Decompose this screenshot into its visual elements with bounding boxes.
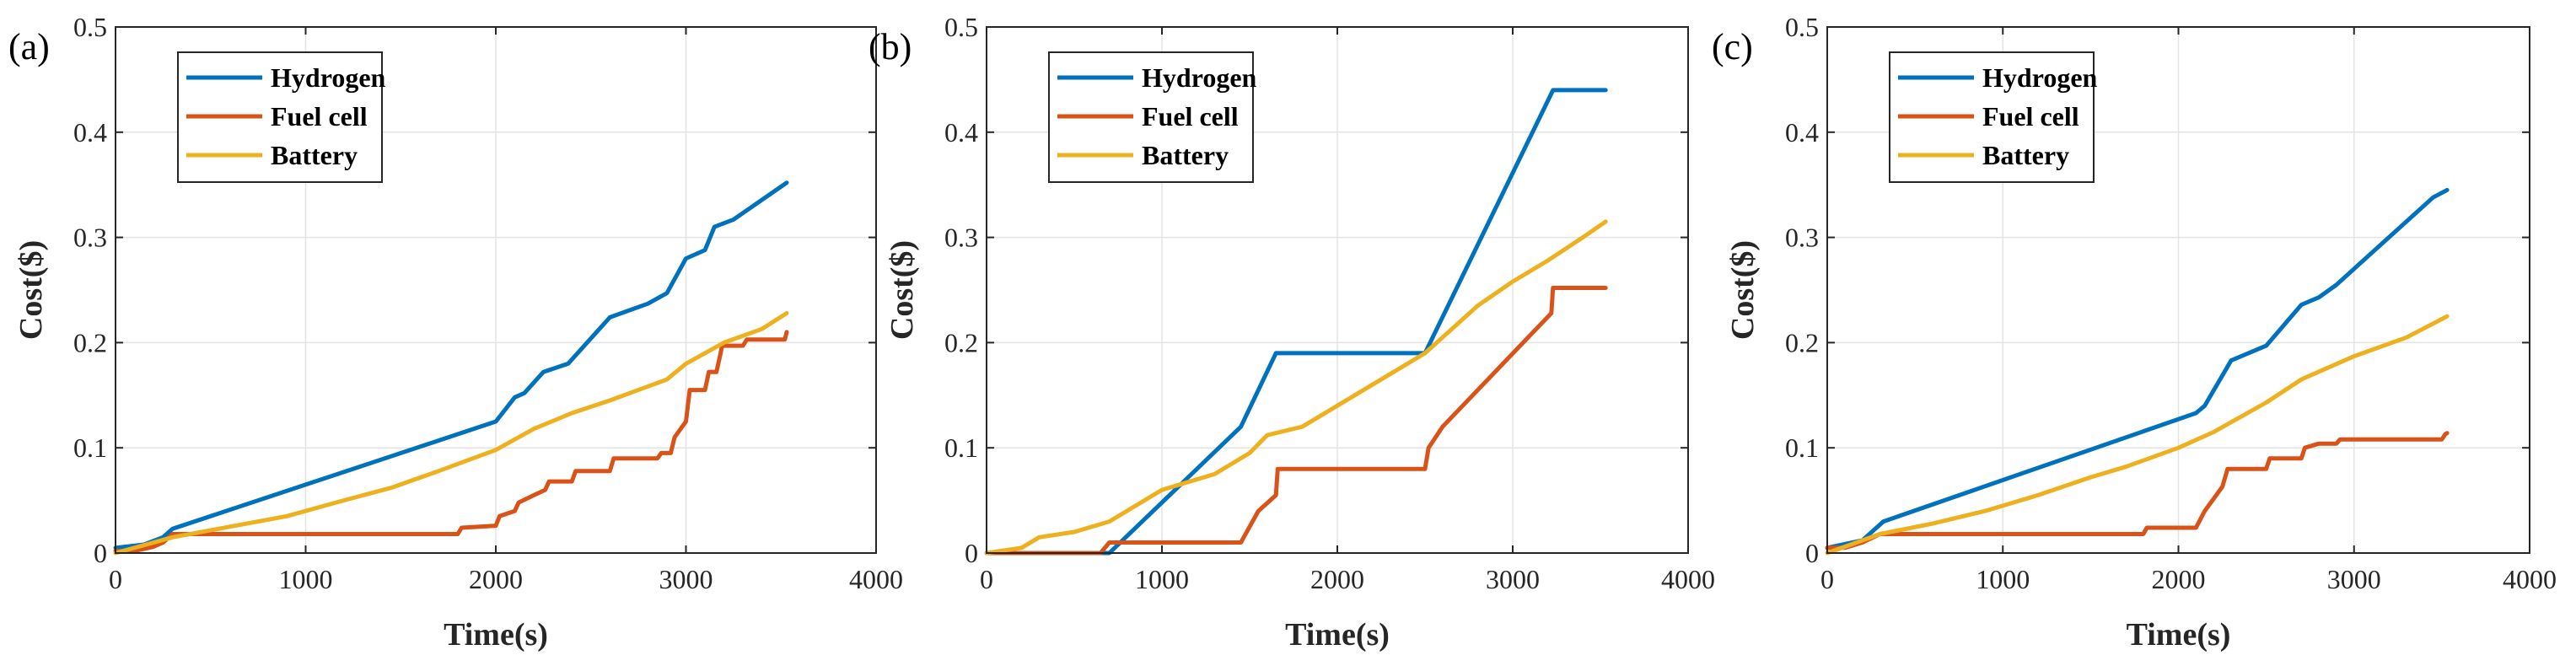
x-tick-label: 0 (1820, 564, 1834, 594)
series-line-fuel-cell (113, 330, 789, 553)
legend-label: Battery (1982, 140, 2069, 170)
legend-label: Hydrogen (1982, 62, 2098, 93)
x-tick-label: 3000 (2327, 564, 2381, 594)
series-line-battery (113, 311, 789, 556)
legend-label: Fuel cell (1982, 101, 2079, 132)
legend-label: Fuel cell (1142, 101, 1239, 132)
x-tick-label: 2000 (469, 564, 523, 594)
y-tick-label: 0.4 (73, 117, 107, 148)
legend-label: Fuel cell (271, 101, 368, 132)
series-line-fuel-cell (1825, 431, 2450, 551)
legend: Hydrogen Fuel cell Battery (1889, 51, 2098, 183)
x-tick-label: 3000 (1486, 564, 1540, 594)
y-tick-label: 0.2 (1785, 327, 1819, 357)
legend: Hydrogen Fuel cell Battery (177, 51, 386, 183)
x-tick-label: 0 (980, 564, 993, 594)
series-line-battery (1825, 314, 2450, 556)
legend: Hydrogen Fuel cell Battery (1048, 51, 1257, 183)
y-tick-label: 0.1 (944, 432, 978, 463)
y-axis-title: Cost($) (13, 240, 49, 340)
x-tick-label: 0 (109, 564, 122, 594)
x-tick-label: 3000 (659, 564, 713, 594)
y-tick-label: 0.3 (944, 223, 978, 253)
panel-label: (a) (8, 26, 50, 67)
y-tick-label: 0.5 (1785, 12, 1819, 42)
y-tick-label: 0.5 (73, 12, 107, 42)
legend-label: Hydrogen (1142, 62, 1257, 93)
x-tick-label: 1000 (1976, 564, 2030, 594)
y-tick-label: 0.3 (73, 223, 107, 253)
x-tick-label: 1000 (279, 564, 333, 594)
panel-label: (c) (1712, 26, 1753, 67)
x-tick-label: 1000 (1135, 564, 1189, 594)
y-tick-label: 0.2 (944, 327, 978, 357)
y-tick-label: 0.4 (944, 117, 978, 148)
x-tick-label: 4000 (849, 564, 903, 594)
series-line-hydrogen (1825, 187, 2450, 551)
series-line-fuel-cell (984, 286, 1608, 556)
y-tick-label: 0.2 (73, 327, 107, 357)
legend-label: Battery (271, 140, 358, 170)
x-tick-label: 4000 (1661, 564, 1715, 594)
y-tick-label: 0.5 (944, 12, 978, 42)
chart-panel-2: 0 1000 2000 3000 4000 0 0.1 0.2 0.3 0.4 0.5 Time(s)… (869, 12, 1715, 653)
y-tick-label: 0 (94, 538, 107, 568)
chart-panel-3: 0 1000 2000 3000 4000 0 0.1 0.2 0.3 0.4 0.5 Time(s)… (1712, 12, 2557, 653)
y-axis-title: Cost($) (885, 240, 920, 340)
series-line-hydrogen (113, 180, 789, 551)
y-tick-label: 0.4 (1785, 117, 1819, 148)
y-tick-label: 0.1 (1785, 432, 1819, 463)
x-tick-label: 4000 (2503, 564, 2557, 594)
y-tick-label: 0.3 (1785, 223, 1819, 253)
x-axis-title: Time(s) (444, 617, 548, 653)
legend-label: Battery (1142, 140, 1229, 170)
y-tick-label: 0.1 (73, 432, 107, 463)
x-axis-title: Time(s) (1285, 617, 1390, 653)
series-line-battery (984, 219, 1608, 556)
panel-label: (b) (869, 26, 912, 67)
legend-label: Hydrogen (271, 62, 386, 93)
y-tick-label: 0 (965, 538, 978, 568)
chart-panel-1: 0 1000 2000 3000 4000 0 0.1 0.2 0.3 0.4 0.5 Time(s)… (8, 12, 903, 653)
x-tick-label: 2000 (2152, 564, 2206, 594)
y-axis-title: Cost($) (1725, 240, 1761, 340)
y-tick-label: 0 (1805, 538, 1819, 568)
x-axis-title: Time(s) (2127, 617, 2231, 653)
x-tick-label: 2000 (1310, 564, 1364, 594)
